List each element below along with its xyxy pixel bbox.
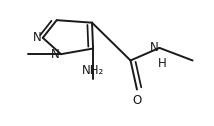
Text: NH₂: NH₂	[82, 64, 104, 77]
Text: H: H	[158, 57, 167, 70]
Text: N: N	[51, 48, 60, 61]
Text: N: N	[33, 31, 42, 44]
Text: N: N	[150, 41, 158, 54]
Text: O: O	[132, 94, 142, 107]
